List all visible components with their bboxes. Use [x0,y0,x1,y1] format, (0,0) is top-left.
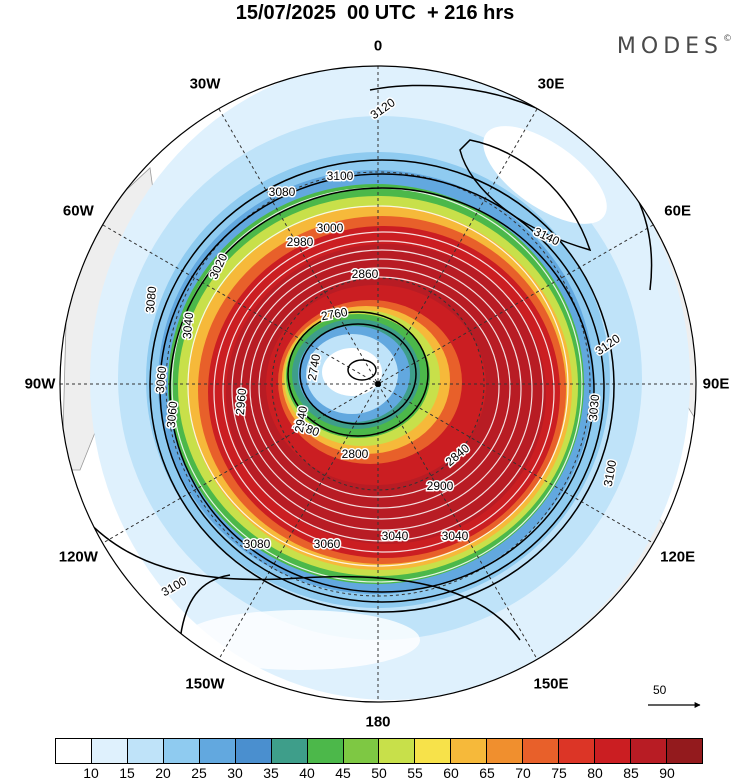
colorbar-tick-label: 15 [119,765,135,781]
colorbar-segment [163,739,200,763]
longitude-label: 150E [533,675,569,693]
colorbar-tick-label: 75 [551,765,567,781]
longitude-label: 60W [62,202,94,220]
contour-label: 3000 [317,221,344,235]
longitude-label: 30E [537,75,565,93]
colorbar-segment [523,739,560,763]
colorbar-tick-label: 45 [335,765,351,781]
colorbar-tick-label: 40 [299,765,315,781]
colorbar-segment [666,739,702,763]
colorbar-segment [451,739,488,763]
colorbar-segment [343,739,380,763]
contour-label: 3040 [382,529,409,543]
longitude-label: 120W [58,548,98,566]
colorbar-tick-label: 70 [515,765,531,781]
colorbar-tick-label: 30 [227,765,243,781]
colorbar-segment [199,739,236,763]
contour-label: 2800 [342,447,369,461]
colorbar-tick-label: 55 [407,765,423,781]
colorbar-segment [307,739,344,763]
contour-label: 3030 [586,393,602,421]
colorbar-tick-label: 85 [623,765,639,781]
longitude-label: 90E [702,375,730,393]
contour-label: 3060 [153,365,169,393]
map-disk [60,66,696,702]
map-frame [59,65,697,703]
colorbar-tick-label: 65 [479,765,495,781]
brand-mark: © [723,34,732,44]
contour-label: 3040 [180,311,196,339]
colorbar [55,738,703,764]
colorbar-tick-label: 60 [443,765,459,781]
longitude-label: 120E [660,548,696,566]
contour-label: 2740 [305,353,323,382]
colorbar-segment [127,739,164,763]
contour-label: 3100 [327,169,354,183]
colorbar-tick-label: 20 [155,765,171,781]
longitude-label: 150W [185,675,225,693]
colorbar-tick-label: 10 [83,765,99,781]
colorbar-tick-label: 25 [191,765,207,781]
colorbar-ticks: 10 15 20 25 30 35 40 45 50 55 60 65 70 75 80 85 90 [55,765,703,781]
colorbar-tick-label: 90 [659,765,675,781]
contour-label: 3080 [244,537,271,551]
colorbar-segment [487,739,524,763]
contour-label: 3080 [143,285,159,313]
longitude-label: 0 [373,37,383,55]
longitude-label: 90W [24,375,56,393]
wind-speed-shading [90,66,690,700]
colorbar-tick-label: 35 [263,765,279,781]
contour-label: 3060 [164,400,180,428]
colorbar-tick-label: 50 [371,765,387,781]
pole-marker [375,381,381,387]
colorbar-segment [379,739,416,763]
wind-streamlines [171,187,583,583]
contour-label: 2900 [427,479,454,493]
colorbar-segment [559,739,596,763]
colorbar-segment [271,739,308,763]
colorbar-tick-label: 80 [587,765,603,781]
brand-logo: MODES© [617,34,732,59]
colorbar-segment [415,739,452,763]
contour-label: 2940 [292,405,310,434]
map-title: 15/07/2025 00 UTC + 216 hrs [235,2,515,24]
colorbar-segment [56,739,92,763]
height-contours [69,84,653,641]
longitude-label: 60E [664,202,691,220]
contour-label: 3080 [269,185,296,199]
colorbar-segment [235,739,272,763]
colorbar-segment [595,739,631,763]
contour-label: 2760 [320,305,349,323]
colorbar-segment [91,739,128,763]
reference-vector-value: 50 [653,683,667,697]
brand-name: MODES [616,34,723,59]
contour-label: 2980 [287,235,314,249]
contour-label: 3040 [442,529,469,543]
contour-label: 2960 [233,387,249,415]
contour-label: 3100 [601,459,619,488]
contour-labels: 3120310030802980300030203040306031403120… [141,94,624,601]
longitude-label: 30W [189,75,221,93]
longitude-label: 180 [365,713,391,731]
contour-label: 2860 [352,267,379,281]
colorbar-segment [631,739,667,763]
contour-label: 3060 [314,537,341,551]
